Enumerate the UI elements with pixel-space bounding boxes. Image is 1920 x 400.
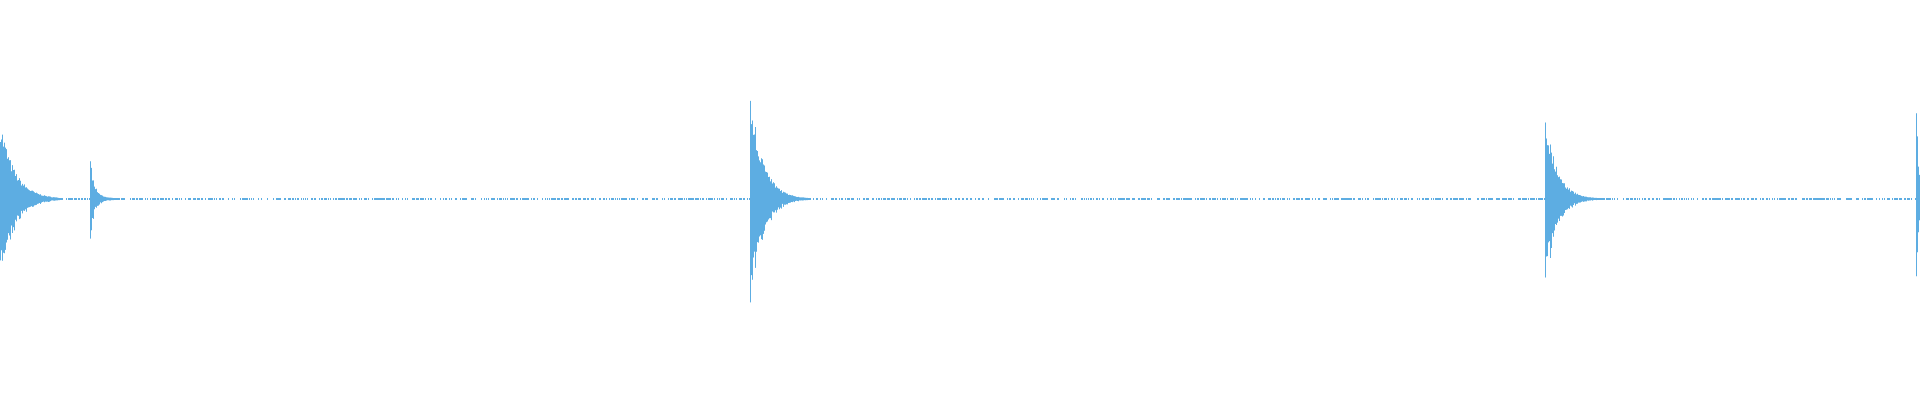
waveform-columns	[0, 100, 1920, 303]
